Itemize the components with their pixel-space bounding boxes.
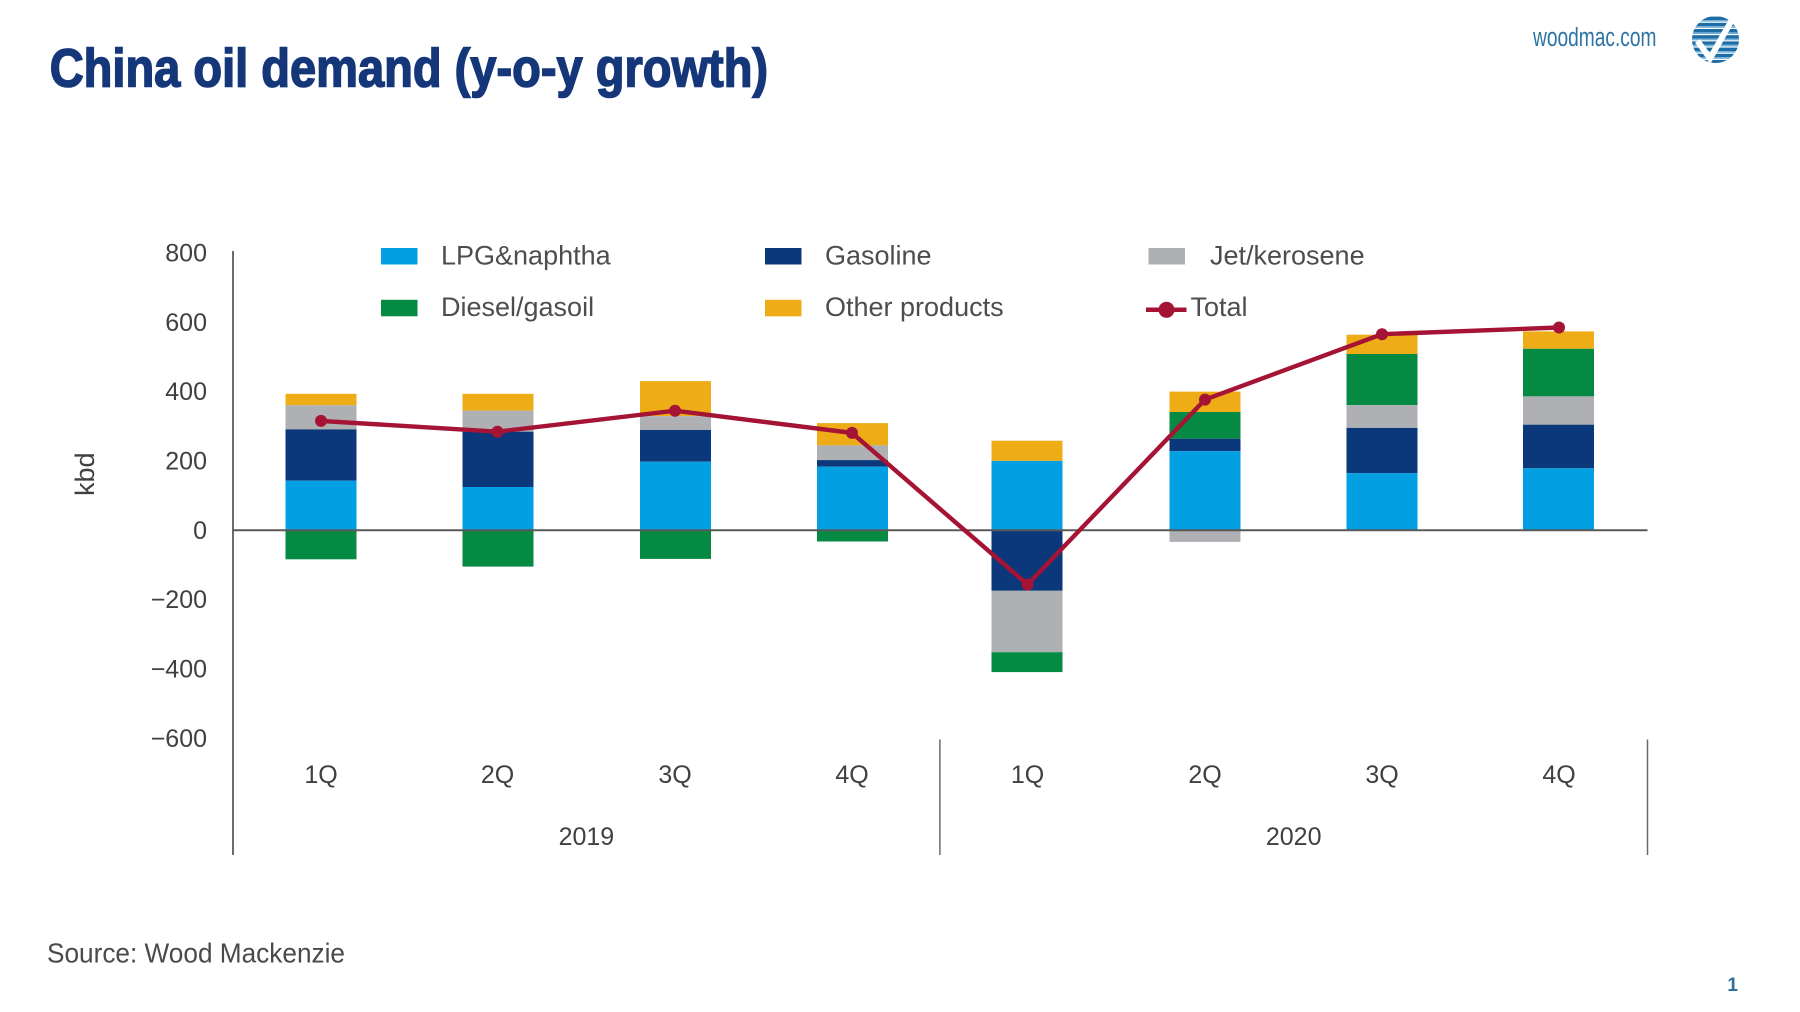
svg-text:2Q: 2Q — [1188, 761, 1221, 789]
svg-text:Jet/kerosene: Jet/kerosene — [1210, 241, 1365, 271]
svg-text:3Q: 3Q — [1365, 761, 1398, 789]
svg-text:Total: Total — [1191, 292, 1248, 322]
svg-text:woodmac.com: woodmac.com — [1532, 22, 1656, 52]
svg-text:1: 1 — [1727, 975, 1738, 996]
svg-text:800: 800 — [165, 240, 207, 268]
svg-text:LPG&naphtha: LPG&naphtha — [441, 241, 612, 271]
svg-text:Source: Wood Mackenzie: Source: Wood Mackenzie — [47, 938, 345, 969]
svg-text:−200: −200 — [151, 586, 207, 614]
svg-text:kbd: kbd — [70, 452, 100, 496]
svg-text:200: 200 — [165, 448, 207, 476]
svg-text:2Q: 2Q — [481, 761, 514, 789]
svg-text:Other products: Other products — [825, 292, 1004, 322]
svg-text:1Q: 1Q — [1011, 761, 1044, 789]
svg-text:0: 0 — [193, 517, 207, 545]
svg-text:4Q: 4Q — [1542, 761, 1575, 789]
svg-text:Diesel/gasoil: Diesel/gasoil — [441, 292, 594, 322]
svg-text:−400: −400 — [151, 656, 207, 684]
svg-text:2019: 2019 — [559, 823, 615, 851]
svg-text:China oil demand (y-o-y growth: China oil demand (y-o-y growth) — [50, 37, 768, 98]
svg-text:4Q: 4Q — [835, 761, 868, 789]
svg-text:1Q: 1Q — [304, 761, 337, 789]
svg-text:−600: −600 — [151, 725, 207, 753]
svg-text:600: 600 — [165, 309, 207, 337]
svg-text:2020: 2020 — [1266, 823, 1322, 851]
svg-text:400: 400 — [165, 378, 207, 406]
svg-text:3Q: 3Q — [658, 761, 691, 789]
svg-text:Gasoline: Gasoline — [825, 241, 932, 271]
